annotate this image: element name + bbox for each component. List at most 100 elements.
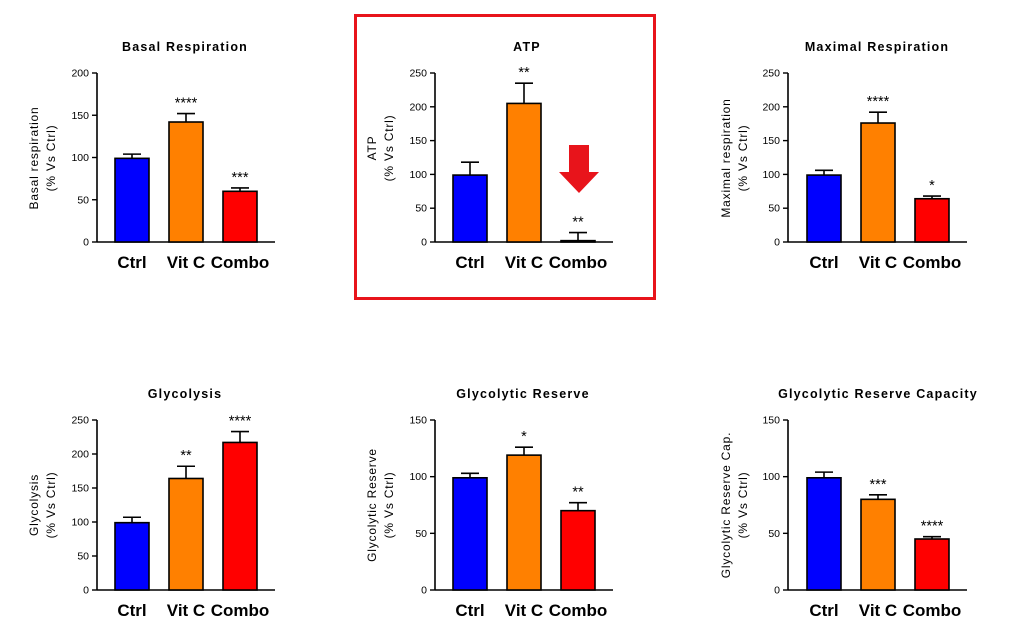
bar-combo	[222, 441, 258, 591]
y-tick-label: 150	[762, 415, 780, 427]
y-tick-label: 150	[71, 483, 89, 495]
y-axis-label-line1: ATP	[365, 136, 379, 161]
y-axis-label: Glycolysis (% Vs Ctrl)	[27, 472, 58, 539]
x-tick-label: Combo	[211, 601, 270, 620]
y-tick-label: 0	[774, 585, 780, 597]
significance-label: ***	[870, 477, 887, 493]
y-tick-label: 100	[71, 152, 89, 164]
highlight-box	[354, 14, 656, 300]
bar-ctrl	[806, 476, 842, 591]
significance-label: **	[572, 215, 584, 231]
x-tick-label: Ctrl	[809, 601, 838, 620]
x-tick-label: Vit C	[505, 253, 543, 272]
significance-label: **	[180, 448, 192, 464]
y-tick-label: 200	[71, 449, 89, 461]
x-tick-label: Combo	[549, 253, 608, 272]
y-tick-label: 50	[77, 194, 89, 206]
y-axis-label-line2: (% Vs Ctrl)	[44, 125, 58, 192]
chart-title: ATP	[513, 40, 541, 54]
x-tick-label: Ctrl	[455, 601, 484, 620]
x-tick-label: Ctrl	[117, 253, 146, 272]
x-tick-label: Vit C	[505, 601, 543, 620]
x-tick-label: Combo	[549, 601, 608, 620]
chart-panel-1: Basal Respiration Basal respiration (% Vs …	[27, 40, 275, 272]
y-tick-label: 200	[762, 101, 780, 113]
chart-title: Glycolysis	[148, 387, 223, 401]
y-axis-label-line1: Glycolytic Reserve	[365, 448, 379, 562]
bar-vitc	[506, 102, 542, 243]
chart-title: Glycolytic Reserve Capacity	[778, 387, 978, 401]
chart-panel-4: Glycolysis Glycolysis (% Vs Ctrl) 0 50 100 150…	[27, 387, 275, 620]
bar-ctrl	[114, 521, 150, 591]
y-tick-label: 200	[71, 68, 89, 80]
y-tick-label: 150	[71, 110, 89, 122]
y-axis-label-line1: Glycolytic Reserve Cap.	[719, 432, 733, 578]
significance-label: ****	[229, 414, 252, 430]
y-tick-label: 50	[768, 528, 780, 540]
x-tick-label: Vit C	[859, 253, 897, 272]
y-axis-label-line1: Basal respiration	[27, 107, 41, 210]
y-axis-label-line2: (% Vs Ctrl)	[382, 115, 396, 182]
significance-label: ****	[175, 96, 198, 112]
bar-combo	[560, 509, 596, 591]
y-tick-label: 150	[762, 135, 780, 147]
y-tick-label: 0	[421, 237, 427, 249]
y-axis-label-line2: (% Vs Ctrl)	[44, 472, 58, 539]
y-axis-label: Maximal respiration (% Vs Ctrl)	[719, 98, 750, 217]
x-tick-label: Vit C	[859, 601, 897, 620]
x-tick-label: Combo	[211, 253, 270, 272]
bar-ctrl	[114, 157, 150, 243]
significance-label: *	[929, 178, 935, 194]
x-tick-label: Combo	[903, 253, 962, 272]
significance-label: ****	[921, 519, 944, 535]
bar-vitc	[168, 121, 204, 243]
x-tick-label: Ctrl	[117, 601, 146, 620]
y-tick-label: 0	[421, 585, 427, 597]
y-tick-label: 100	[762, 471, 780, 483]
y-axis-label-line2: (% Vs Ctrl)	[736, 125, 750, 192]
significance-label: **	[518, 65, 530, 81]
bar-combo	[560, 239, 596, 243]
y-tick-label: 50	[415, 528, 427, 540]
y-tick-label: 150	[409, 415, 427, 427]
chart-panel-6: Glycolytic Reserve Capacity Glycolytic Re…	[719, 387, 978, 620]
bar-ctrl	[452, 174, 488, 243]
y-tick-label: 50	[768, 203, 780, 215]
y-axis-label: Basal respiration (% Vs Ctrl)	[27, 107, 58, 210]
y-tick-label: 250	[762, 68, 780, 80]
bar-vitc	[168, 477, 204, 591]
y-tick-label: 150	[409, 135, 427, 147]
bar-vitc	[506, 454, 542, 591]
down-arrow-icon	[559, 145, 599, 193]
significance-label: ****	[867, 94, 890, 110]
significance-label: **	[572, 485, 584, 501]
chart-title: Glycolytic Reserve	[456, 387, 589, 401]
y-tick-label: 100	[409, 169, 427, 181]
y-axis-label: Glycolytic Reserve Cap. (% Vs Ctrl)	[719, 432, 750, 578]
significance-label: ***	[232, 170, 249, 186]
y-tick-label: 0	[774, 237, 780, 249]
y-tick-label: 100	[71, 517, 89, 529]
bar-combo	[222, 190, 258, 243]
chart-title: Basal Respiration	[122, 40, 248, 54]
bar-combo	[914, 197, 950, 243]
chart-panel-3: Maximal Respiration Maximal respiration (%…	[719, 40, 967, 272]
x-tick-label: Vit C	[167, 253, 205, 272]
y-tick-label: 50	[77, 551, 89, 563]
y-tick-label: 250	[409, 68, 427, 80]
bar-ctrl	[452, 476, 488, 591]
x-tick-label: Combo	[903, 601, 962, 620]
x-tick-label: Ctrl	[809, 253, 838, 272]
y-axis-label-line2: (% Vs Ctrl)	[736, 472, 750, 539]
y-tick-label: 50	[415, 203, 427, 215]
bar-vitc	[860, 498, 896, 591]
significance-label: *	[521, 429, 527, 445]
y-tick-label: 0	[83, 585, 89, 597]
y-tick-label: 100	[762, 169, 780, 181]
y-tick-label: 0	[83, 237, 89, 249]
y-tick-label: 100	[409, 471, 427, 483]
